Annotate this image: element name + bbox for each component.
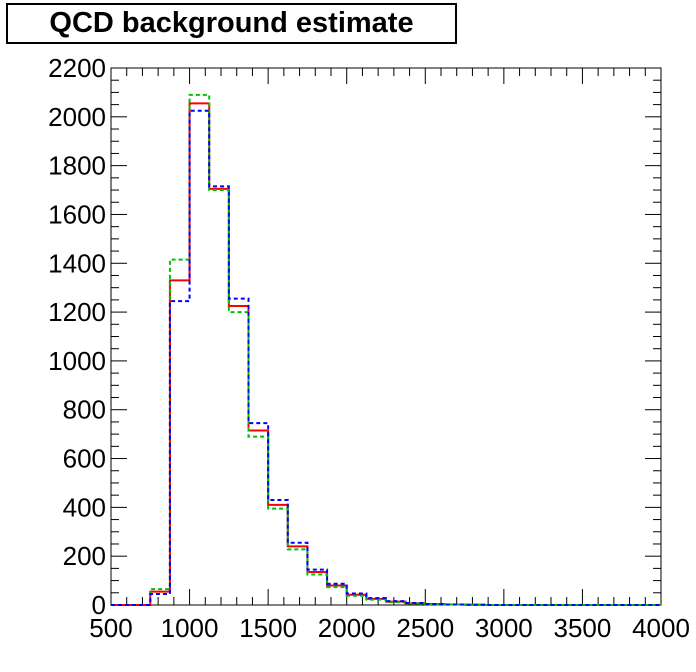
plot-frame: [110, 67, 662, 606]
y-tick-label: 200: [63, 541, 106, 571]
y-tick-label: 1800: [48, 151, 106, 181]
histogram-series-2: [111, 93, 661, 606]
y-tick-label: 0: [92, 590, 106, 620]
chart-title: QCD background estimate: [6, 3, 457, 44]
histogram-series-3: [111, 109, 661, 606]
x-tick-label: 2000: [318, 613, 376, 643]
tick-labels: 500 1000 1500 2000 2500 3000 3500 4000 0 200 400 60…: [48, 53, 690, 643]
axis-ticks: [110, 67, 662, 606]
x-tick-label: 1000: [161, 613, 219, 643]
x-tick-label: 500: [89, 613, 132, 643]
x-tick-label: 3000: [475, 613, 533, 643]
y-tick-label: 2200: [48, 53, 106, 83]
x-tick-label: 4000: [632, 613, 690, 643]
y-tick-label: 600: [63, 444, 106, 474]
histogram-series-1: [111, 102, 661, 606]
x-tick-label: 2500: [396, 613, 454, 643]
y-tick-label: 400: [63, 492, 106, 522]
y-tick-label: 2000: [48, 102, 106, 132]
series-layer: [111, 93, 661, 606]
x-tick-label: 3500: [554, 613, 612, 643]
y-tick-label: 800: [63, 395, 106, 425]
y-tick-label: 1000: [48, 346, 106, 376]
y-tick-label: 1600: [48, 199, 106, 229]
y-tick-label: 1200: [48, 297, 106, 327]
y-tick-label: 1400: [48, 248, 106, 278]
x-tick-label: 1500: [239, 613, 297, 643]
